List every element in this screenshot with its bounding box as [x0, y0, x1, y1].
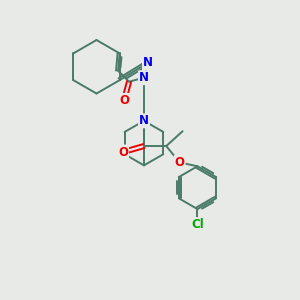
Text: N: N — [139, 71, 149, 84]
Text: Cl: Cl — [191, 218, 204, 231]
Text: N: N — [139, 114, 149, 127]
Text: O: O — [118, 146, 128, 158]
Text: N: N — [143, 56, 153, 69]
Text: O: O — [175, 156, 184, 169]
Text: O: O — [119, 94, 129, 107]
